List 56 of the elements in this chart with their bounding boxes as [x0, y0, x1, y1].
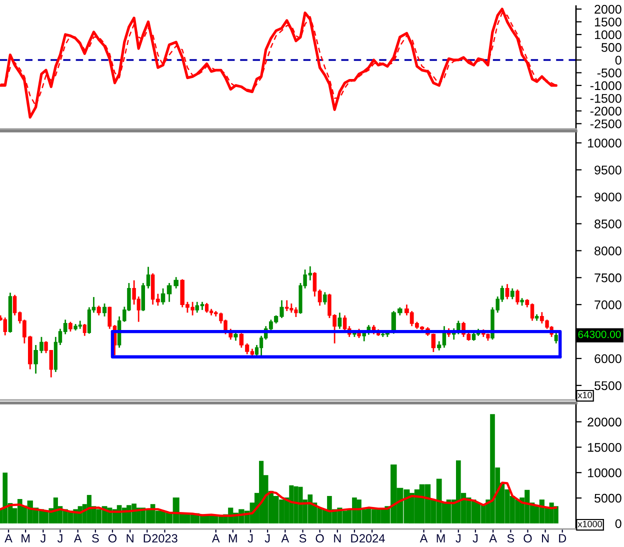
y-tick-label: 7500 — [594, 273, 622, 282]
x-tick-label: S — [507, 534, 514, 543]
y-tick-label: -2000 — [590, 106, 622, 116]
x-tick-label: M — [228, 534, 237, 542]
y-tick-label: 9000 — [594, 192, 622, 202]
y-tick-label: -500 — [597, 68, 622, 78]
y-tick-label: 500 — [601, 43, 622, 52]
x-tick-label: J — [264, 534, 270, 543]
x-tick-label: J — [248, 534, 253, 543]
text: x1000 — [578, 520, 602, 528]
y-tick-label: 1000 — [594, 30, 622, 40]
text: 64300.00 — [578, 330, 621, 338]
x-tick-label: O — [108, 534, 116, 543]
x-tick-label: N — [542, 534, 549, 542]
x-tick-label: O — [524, 534, 532, 543]
x-tick-label: 2023 — [152, 534, 178, 543]
x-tick-label: J — [40, 534, 46, 543]
x-tick-label: A — [74, 534, 82, 542]
y-tick-label: 9500 — [594, 166, 622, 174]
y-tick-label: 10000 — [588, 138, 622, 148]
x-tick-label: N — [334, 534, 341, 542]
y-tick-label: 15000 — [588, 443, 622, 452]
x-tick-label: D — [351, 534, 358, 542]
x-tick-label: J — [57, 534, 62, 543]
y-tick-label: -1000 — [590, 81, 622, 90]
y-tick-label: 0 — [615, 56, 622, 65]
y-tick-label: 0 — [615, 519, 622, 528]
x-tick-label: 2024 — [360, 534, 385, 543]
x-tick-label: M — [436, 534, 445, 542]
y-tick-label: 7000 — [594, 300, 622, 310]
y-tick-label: 8000 — [594, 246, 622, 256]
y-tick-label: -2500 — [590, 119, 622, 128]
x-tick-label: A — [212, 534, 220, 542]
x-tick-label: J — [456, 534, 460, 543]
y-tick-label: 8500 — [594, 220, 622, 228]
y-tick-label: 5000 — [594, 494, 622, 503]
x-tick-label: A — [420, 534, 428, 542]
x-tick-label: S — [92, 534, 99, 543]
y-tick-label: 1500 — [594, 18, 622, 26]
y-tick-label: 5500 — [594, 381, 622, 390]
x-tick-label: O — [316, 534, 324, 543]
x-tick-label: M — [22, 534, 30, 542]
x-tick-label: S — [299, 534, 306, 543]
x-tick-label: A — [4, 534, 12, 542]
y-tick-label: 10000 — [588, 468, 622, 478]
x-tick-label: J — [472, 534, 478, 543]
x-tick-label: N — [126, 534, 134, 542]
x-tick-label: A — [489, 534, 497, 542]
text: x10 — [578, 392, 592, 398]
x-tick-label: D — [559, 534, 566, 542]
x-tick-label: A — [281, 534, 290, 542]
x-tick-label: D — [144, 534, 151, 542]
y-tick-label: 6000 — [594, 354, 622, 364]
y-tick-label: 2000 — [594, 4, 622, 14]
y-tick-label: -1500 — [590, 94, 622, 103]
y-tick-label: 20000 — [588, 418, 622, 426]
